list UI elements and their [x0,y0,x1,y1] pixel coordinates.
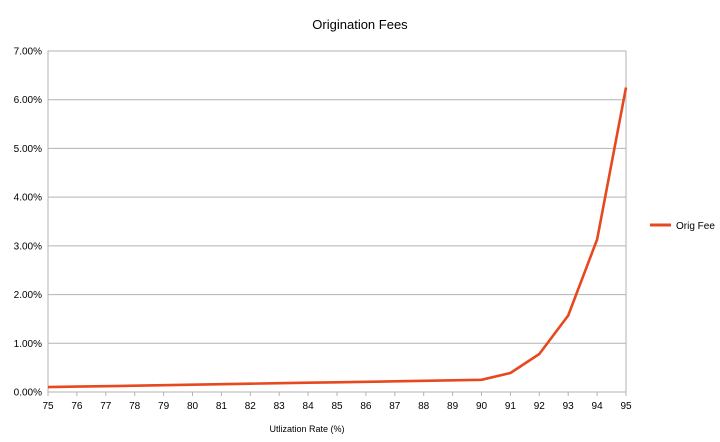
x-tick-label: 89 [447,401,459,412]
y-tick-label: 2.00% [14,290,42,301]
legend-label: Orig Fee [676,221,715,232]
series-group [47,87,628,389]
x-tick-label: 94 [592,401,604,412]
x-tick-label: 86 [360,401,372,412]
x-tick-label: 87 [389,401,401,412]
x-tick-label: 92 [534,401,546,412]
y-tick-label: 0.00% [14,388,42,399]
x-tick-label: 79 [158,401,170,412]
y-tick-label: 7.00% [14,47,42,58]
y-tick-label: 4.00% [14,193,42,204]
x-tick-label: 75 [42,401,54,412]
x-tick-label: 95 [620,401,632,412]
y-tick-label: 3.00% [14,241,42,252]
y-tick-label: 5.00% [14,144,42,155]
x-tick-label: 83 [274,401,286,412]
x-tick-label: 93 [563,401,575,412]
x-tick-label: 85 [331,401,343,412]
x-tick-label: 80 [187,401,199,412]
x-axis-ticks: 75 76 77 78 79 80 81 82 83 84 85 86 87 88 89 90 91 92 93 94… [42,392,632,412]
y-tick-label: 6.00% [14,95,42,106]
chart-title: Origination Fees [312,17,408,32]
x-tick-label: 81 [216,401,228,412]
x-tick-label: 84 [303,401,315,412]
x-tick-label: 90 [476,401,488,412]
series-line-orig-fee [47,87,628,389]
x-tick-label: 78 [129,401,141,412]
x-tick-label: 82 [245,401,257,412]
legend: Orig Fee [650,221,715,232]
x-tick-label: 91 [505,401,517,412]
x-tick-label: 76 [71,401,83,412]
y-tick-label: 1.00% [14,339,42,350]
y-axis-ticks: 0.00% 1.00% 2.00% 3.00% 4.00% 5.00% 6.00% 7.00% [14,47,42,399]
gridlines [48,99,626,344]
plot-area [47,50,627,393]
x-tick-label: 77 [100,401,112,412]
x-axis-label: Utlization Rate (%) [269,424,344,434]
x-tick-label: 88 [418,401,430,412]
